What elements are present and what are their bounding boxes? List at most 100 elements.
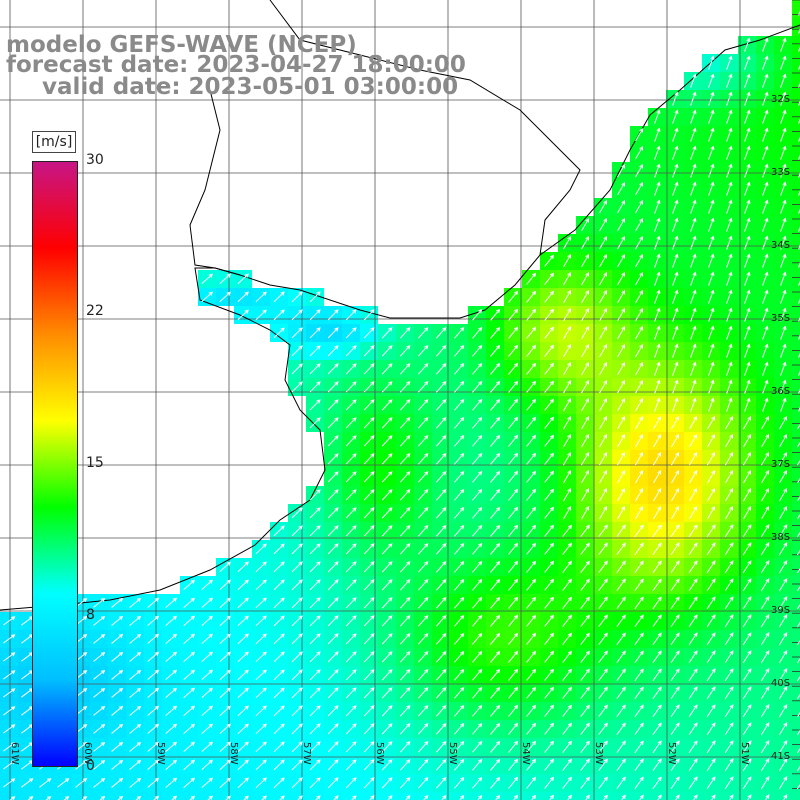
wind-arrow-head [674, 289, 679, 294]
wind-arrow-head [567, 308, 572, 313]
wind-arrow-head [765, 416, 770, 421]
wind-arrow-head [334, 687, 339, 692]
wind-arrow-head [316, 345, 321, 350]
wind-arrow-head [406, 741, 411, 746]
wind-arrow [147, 616, 159, 626]
wind-arrow-head [298, 381, 303, 386]
wind-arrow-head [172, 615, 178, 620]
wind-arrow [711, 794, 716, 800]
wind-arrow [616, 633, 626, 645]
wind-arrow-head [765, 686, 770, 691]
wind-arrow-head [603, 524, 608, 529]
wind-arrow-head [388, 651, 393, 656]
wind-arrow-head [262, 687, 267, 692]
wind-arrow-head [298, 795, 303, 800]
wind-arrow [634, 561, 644, 573]
wind-cell [792, 504, 800, 522]
wind-arrow-head [549, 614, 554, 620]
wind-arrow-head [746, 271, 751, 276]
wind-arrow [580, 633, 590, 645]
wind-arrow [363, 705, 375, 717]
wind-arrow-head [118, 687, 124, 692]
wind-arrow [798, 388, 800, 394]
wind-arrow-head [334, 651, 339, 656]
wind-arrow [562, 705, 572, 717]
wind-arrow-head [747, 524, 752, 529]
wind-arrow [3, 760, 15, 770]
wind-arrow-head [388, 615, 393, 620]
wind-arrow [707, 488, 715, 502]
wind-arrow-head [639, 164, 644, 169]
wind-arrow-head [316, 327, 321, 332]
wind-arrow [706, 578, 716, 592]
wind-arrow [742, 560, 752, 574]
wind-arrow-head [190, 795, 196, 800]
wind-arrow-head [585, 452, 590, 457]
wind-arrow [454, 543, 464, 555]
wind-arrow [580, 759, 590, 771]
wind-arrow [672, 182, 678, 196]
wind-arrow [743, 416, 751, 430]
wind-arrow [708, 164, 714, 178]
wind-arrow [580, 705, 590, 717]
wind-arrow [183, 615, 195, 627]
wind-arrow-head [656, 181, 661, 186]
wind-arrow [654, 272, 660, 286]
wind-arrow-head [352, 669, 357, 674]
wind-arrow-head [208, 633, 213, 638]
wind-arrow-head [639, 686, 644, 691]
wind-arrow [417, 615, 429, 627]
wind-arrow-head [693, 416, 698, 421]
wind-arrow [165, 616, 177, 626]
wind-arrow [580, 741, 590, 753]
wind-arrow-head [262, 543, 267, 548]
wind-arrow-head [334, 579, 339, 584]
wind-arrow-head [710, 361, 715, 366]
wind-arrow-head [478, 398, 483, 404]
wind-arrow-head [406, 435, 411, 440]
wind-arrow [672, 236, 678, 250]
wind-arrow [780, 290, 786, 304]
wind-arrow [255, 723, 267, 735]
wind-arrow-head [370, 453, 375, 458]
wind-arrow-head [154, 777, 160, 782]
wind-arrow [345, 705, 357, 717]
wind-arrow-head [729, 668, 734, 673]
wind-arrow-head [675, 650, 680, 655]
wind-arrow-head [674, 199, 679, 204]
wind-arrow-head [460, 740, 465, 746]
wind-arrow [743, 452, 751, 466]
wind-arrow-head [280, 777, 285, 782]
wind-arrow [472, 363, 482, 375]
wind-arrow-head [352, 777, 357, 782]
wind-arrow [670, 704, 680, 718]
wind-arrow-head [764, 181, 769, 186]
wind-arrow [672, 200, 678, 214]
wind-arrow [399, 615, 411, 627]
wind-arrow [526, 399, 536, 411]
wind-arrow-head [388, 381, 393, 386]
wind-arrow [653, 488, 661, 502]
wind-arrow [690, 308, 696, 322]
wind-arrow [797, 477, 800, 484]
wind-arrow [599, 344, 607, 358]
wind-arrow-head [190, 741, 196, 746]
wind-arrow [634, 759, 644, 771]
wind-arrow [454, 363, 464, 375]
wind-arrow [3, 778, 15, 788]
wind-arrow [742, 542, 752, 556]
wind-arrow [598, 615, 608, 627]
wind-arrow [508, 741, 518, 753]
wind-arrow-head [567, 452, 572, 457]
wind-arrow [635, 290, 643, 304]
wind-arrow [671, 416, 679, 430]
wind-cell [792, 612, 800, 630]
wind-arrow-head [244, 561, 249, 566]
wind-arrow-head [460, 344, 465, 350]
wind-arrow [780, 254, 786, 268]
wind-arrow-head [352, 453, 357, 458]
wind-arrow-head [711, 758, 716, 763]
wind-arrow-head [639, 542, 644, 547]
wind-arrow [708, 218, 714, 232]
wind-arrow-head [692, 325, 697, 330]
